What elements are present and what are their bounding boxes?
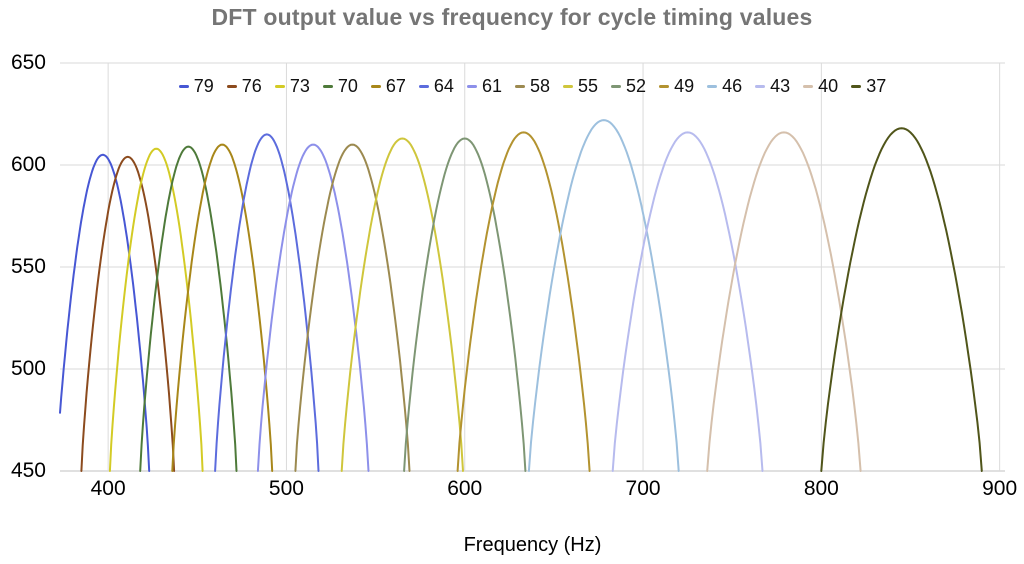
legend-label: 67	[385, 76, 406, 96]
legend-item-79: 79	[178, 75, 214, 97]
legend-dash-icon	[514, 84, 525, 88]
chart-title: DFT output value vs frequency for cycle …	[211, 4, 813, 30]
y-tick-label: 650	[10, 51, 46, 74]
legend-item-37: 37	[851, 75, 886, 97]
x-tick-label: 500	[268, 477, 304, 500]
legend-item-43: 43	[755, 75, 790, 97]
series-line-64	[214, 133, 320, 472]
x-axis-title: Frequency (Hz)	[463, 534, 602, 556]
legend-item-76: 76	[226, 75, 262, 97]
legend-dash-icon	[370, 84, 381, 88]
legend-label: 64	[433, 76, 454, 96]
series-line-52	[403, 137, 527, 472]
series-line-76	[80, 155, 176, 472]
series-line-79	[59, 153, 151, 472]
legend-item-49: 49	[659, 75, 694, 97]
series-line-73	[108, 147, 204, 472]
legend-item-61: 61	[466, 75, 502, 97]
series-line-61	[256, 143, 370, 472]
legend-item-70: 70	[322, 75, 358, 97]
legend-dash-icon	[322, 84, 333, 88]
y-tick-label: 550	[10, 255, 46, 278]
legend-dash-icon	[563, 84, 574, 88]
legend-label: 37	[866, 76, 887, 96]
legend-label: 49	[674, 76, 695, 96]
legend-item-46: 46	[707, 75, 742, 97]
series-line-70	[139, 145, 238, 472]
y-tick-label: 500	[10, 357, 46, 380]
legend-label: 58	[529, 76, 551, 96]
legend-dash-icon	[611, 84, 622, 88]
legend-label: 55	[578, 76, 599, 96]
legend-item-67: 67	[370, 75, 406, 97]
series-line-46	[527, 119, 680, 472]
legend-label: 40	[818, 76, 839, 96]
series-line-58	[294, 143, 411, 472]
legend-dash-icon	[707, 84, 718, 88]
x-tick-label: 800	[803, 477, 839, 500]
legend-dash-icon	[755, 84, 766, 88]
legend-dash-icon	[178, 84, 189, 88]
series-line-37	[820, 127, 983, 472]
series-line-67	[171, 143, 274, 472]
x-tick-label: 900	[982, 477, 1018, 500]
legend-dash-icon	[466, 84, 477, 88]
legend-label: 52	[626, 76, 647, 96]
series-line-40	[706, 131, 862, 472]
series-line-55	[340, 137, 464, 472]
x-tick-label: 700	[625, 477, 661, 500]
y-tick-label: 450	[10, 459, 46, 482]
series-line-49	[456, 131, 591, 472]
legend-item-55: 55	[563, 75, 598, 97]
legend-item-64: 64	[418, 75, 454, 97]
legend-dash-icon	[851, 84, 862, 88]
legend-item-73: 73	[274, 75, 310, 97]
legend-dash-icon	[659, 84, 670, 88]
legend: 79 76 73 70 67 64 61 58 55 52 49 46 43 40 37	[60, 74, 1005, 98]
x-tick-label: 600	[447, 477, 483, 500]
legend-label: 79	[193, 76, 214, 96]
legend-label: 73	[289, 76, 310, 96]
legend-label: 43	[770, 76, 791, 96]
y-tick-label: 600	[10, 153, 46, 176]
legend-label: 61	[481, 76, 502, 96]
legend-label: 76	[241, 76, 262, 96]
legend-label: 46	[722, 76, 743, 96]
legend-label: 70	[337, 76, 358, 96]
legend-item-40: 40	[803, 75, 838, 97]
series-line-43	[611, 131, 764, 472]
legend-item-58: 58	[514, 75, 551, 97]
legend-dash-icon	[418, 84, 429, 88]
legend-dash-icon	[274, 84, 285, 88]
legend-dash-icon	[226, 84, 237, 88]
x-tick-label: 400	[90, 477, 126, 500]
legend-item-52: 52	[611, 75, 646, 97]
legend-dash-icon	[803, 84, 814, 88]
